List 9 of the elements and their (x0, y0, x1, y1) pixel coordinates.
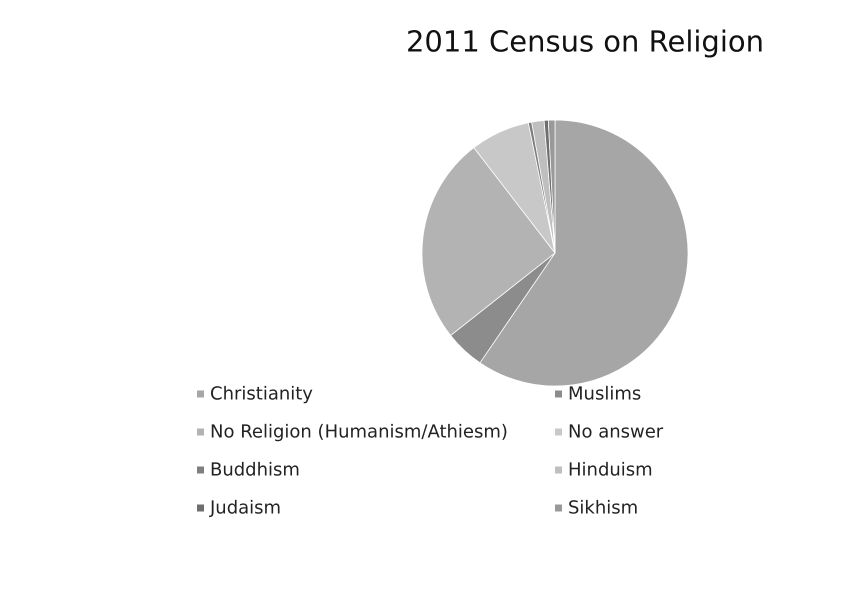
legend-label: Hinduism (568, 460, 653, 480)
legend-label: Muslims (568, 384, 642, 404)
legend-label: No Religion (Humanism/Athiesm) (210, 422, 508, 442)
legend-label: No answer (568, 422, 664, 442)
legend-label: Sikhism (568, 498, 638, 518)
legend-label: Christianity (210, 384, 314, 404)
chart-title: 2011 Census on Religion (406, 24, 764, 58)
legend-label: Judaism (209, 498, 282, 518)
legend-label: Buddhism (210, 460, 300, 480)
